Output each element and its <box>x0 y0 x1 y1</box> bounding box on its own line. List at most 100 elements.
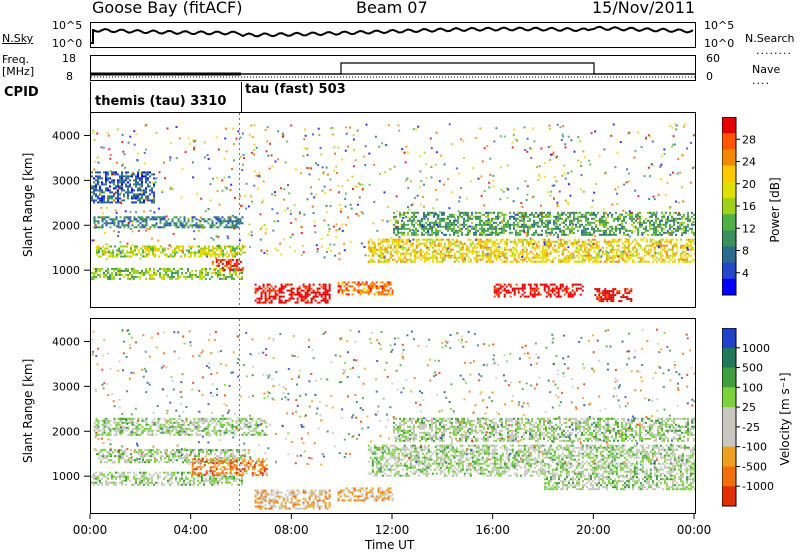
velocity-heatmap <box>91 319 695 513</box>
x-tick-label: 12:00 <box>375 523 410 537</box>
colorbar-swatch <box>722 149 736 167</box>
data-band <box>254 489 331 510</box>
freq-trace <box>91 62 695 78</box>
power-panel <box>90 112 696 308</box>
cpid-divider-2 <box>241 82 242 112</box>
colorbar-swatch <box>722 328 736 349</box>
colorbar-tick-label: 28 <box>742 133 756 146</box>
velocity-colorbar: 1000 500 100 25 -25 -100 -500 -1000 <box>722 328 774 507</box>
time-xlabel: Time UT <box>365 538 415 552</box>
nsky-label: N.Sky <box>2 32 34 45</box>
colorbar-tick-label: 100 <box>742 381 763 394</box>
colorbar-tick-label: 16 <box>742 200 756 213</box>
colorbar-tick-label: 1000 <box>742 342 770 355</box>
nsearch-dots: ........ <box>756 44 792 57</box>
data-band <box>337 281 394 296</box>
cpid-segment-2: tau (fast) 503 <box>245 82 346 97</box>
colorbar-tick-label: -1000 <box>742 480 774 493</box>
date-title: 15/Nov/2011 <box>592 0 696 17</box>
data-band <box>544 476 695 491</box>
noise-tick-right-top: 10^5 <box>704 19 735 32</box>
noise-panel <box>90 22 696 48</box>
colorbar-tick-label: 20 <box>742 178 756 191</box>
scatter-specks <box>91 328 695 466</box>
cpid-label: CPID <box>4 85 39 100</box>
x-tick-label: 20:00 <box>576 523 611 537</box>
colorbar-tick-label: 12 <box>742 222 756 235</box>
nave-tick-bottom: 0 <box>706 70 713 83</box>
colorbar-tick-label: -500 <box>742 460 767 473</box>
colorbar-tick-label: 25 <box>742 401 756 414</box>
freq-unit-label: [MHz] <box>2 65 35 78</box>
freq-panel <box>90 55 696 81</box>
colorbar-swatch <box>722 181 736 199</box>
data-band <box>594 288 633 303</box>
data-band <box>93 417 268 436</box>
colorbar-swatch <box>722 347 736 369</box>
colorbar-swatch <box>722 446 736 467</box>
freq-tick-top: 18 <box>62 52 76 65</box>
colorbar-tick-label: 4 <box>742 267 749 280</box>
colorbar-swatch <box>722 230 736 247</box>
nave-dots: .... <box>752 74 770 87</box>
colorbar-swatch <box>722 262 736 280</box>
colorbar-tick-label: 500 <box>742 362 763 375</box>
colorbar-swatch <box>722 407 736 428</box>
colorbar-swatch <box>722 278 736 296</box>
noise-trace <box>91 25 694 44</box>
cpid-segment-1: themis (tau) 3310 <box>95 94 227 109</box>
colorbar-tick-label: -25 <box>742 421 760 434</box>
noise-tick-left-bottom: 10^0 <box>52 37 83 50</box>
x-tick-label: 16:00 <box>475 523 510 537</box>
colorbar-swatch <box>722 133 736 150</box>
noise-tick-right-bottom: 10^0 <box>704 37 735 50</box>
colorbar-swatch <box>722 387 736 408</box>
colorbar-swatch <box>722 466 736 487</box>
velocity-colorbar-label: Velocity [m s⁻¹] <box>778 372 792 466</box>
scatter-specks <box>91 123 695 261</box>
colorbar-swatch <box>722 165 736 183</box>
data-band <box>96 245 246 258</box>
freq-tick-bottom: 8 <box>66 70 73 83</box>
y-tick-label: 3000 <box>52 380 80 393</box>
noise-tick-left-top: 10^5 <box>52 19 83 32</box>
power-colorbar-label: Power [dB] <box>768 177 782 243</box>
beam-title: Beam 07 <box>356 0 428 17</box>
velocity-ylabel: Slant Range [km] <box>21 358 35 463</box>
nave-label: Nave <box>752 63 781 76</box>
data-band <box>91 267 243 280</box>
data-band <box>393 417 695 442</box>
data-band <box>493 283 584 298</box>
y-tick-label: 1000 <box>52 264 80 277</box>
power-colorbar: 28 24 20 16 12 8 4 <box>722 117 756 296</box>
colorbar-tick-label: 8 <box>742 245 749 258</box>
nsearch-label: N.Search <box>745 32 795 45</box>
colorbar-swatch <box>722 367 736 388</box>
colorbar-swatch <box>722 246 736 264</box>
y-tick-label: 4000 <box>52 129 80 142</box>
data-band <box>367 444 695 477</box>
data-band <box>393 211 695 236</box>
power-y-axis: 1000 2000 3000 4000 <box>52 129 90 277</box>
data-band <box>93 216 244 229</box>
freq-label: Freq. <box>2 53 30 66</box>
y-tick-label: 1000 <box>52 470 80 483</box>
time-x-axis: 00:00 04:00 08:00 12:00 16:00 20:00 00:00 <box>73 514 712 537</box>
colorbar-swatch <box>722 197 736 215</box>
colorbar-swatch <box>722 214 736 231</box>
data-band <box>91 471 243 486</box>
x-tick-label: 00:00 <box>677 523 712 537</box>
y-tick-label: 4000 <box>52 335 80 348</box>
colorbar-swatch <box>722 117 736 134</box>
nave-tick-top: 60 <box>706 52 720 65</box>
data-band <box>254 283 331 304</box>
power-heatmap <box>91 113 695 307</box>
power-ylabel: Slant Range [km] <box>21 152 35 257</box>
station-title: Goose Bay (fitACF) <box>92 0 243 17</box>
data-band <box>191 458 268 477</box>
velocity-y-axis: 1000 2000 3000 4000 <box>52 335 90 483</box>
x-tick-label: 00:00 <box>73 523 108 537</box>
y-tick-label: 3000 <box>52 174 80 187</box>
colorbar-swatch <box>722 426 736 448</box>
colorbar-tick-label: 24 <box>742 156 756 169</box>
